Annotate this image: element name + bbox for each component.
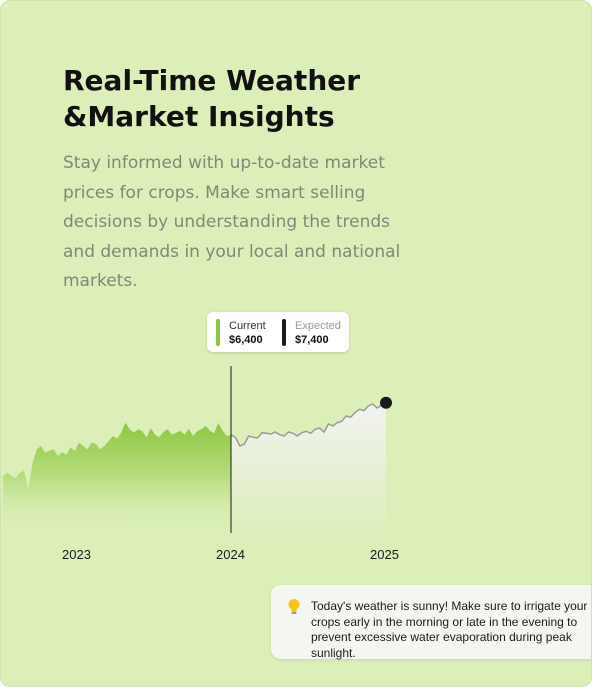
price-chart[interactable] [1,361,421,536]
expected-price-area [231,402,386,536]
forecast-end-point [380,396,392,409]
year-label-2024: 2024 [216,547,245,562]
title-line-1: Real-Time Weather [63,64,361,97]
current-value: $6,400 [229,334,263,346]
current-label: Current [229,320,266,332]
section-title: Real-Time Weather &Market Insights [63,63,483,135]
weather-tip-text: Today's weather is sunny! Make sure to i… [311,599,588,660]
section-description: Stay informed with up-to-date market pri… [63,153,401,291]
year-label-2023: 2023 [62,547,91,562]
year-label-2025: 2025 [370,547,399,562]
expected-marker [282,319,286,346]
lightbulb-icon [288,599,300,614]
price-tooltip: Current $6,400 Expected $7,400 [207,312,349,352]
expected-label: Expected [295,320,341,332]
title-line-2: &Market Insights [63,100,335,133]
weather-tip-card: Today's weather is sunny! Make sure to i… [271,585,591,660]
current-price-area [3,422,231,536]
expected-value: $7,400 [295,334,329,346]
expected-price-line [230,402,387,447]
current-marker [216,319,220,346]
